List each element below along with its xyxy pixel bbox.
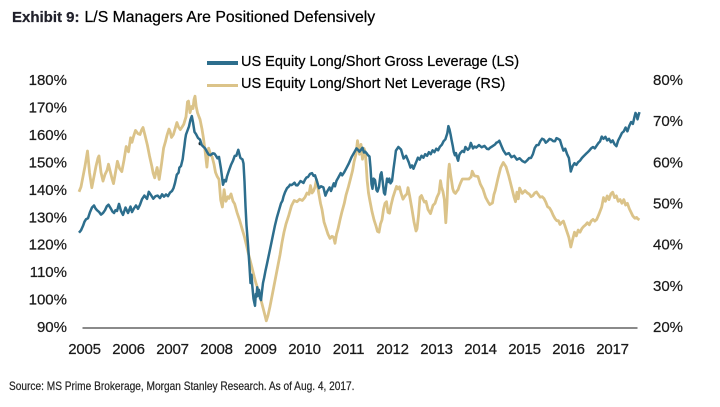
svg-text:2016: 2016 [552,341,585,358]
svg-text:2017: 2017 [596,341,629,358]
svg-text:80%: 80% [653,72,683,89]
svg-text:90%: 90% [37,319,67,336]
svg-text:180%: 180% [29,72,67,89]
svg-text:2015: 2015 [508,341,541,358]
svg-text:20%: 20% [653,319,683,336]
svg-text:2014: 2014 [464,341,497,358]
svg-text:2013: 2013 [420,341,453,358]
svg-text:2010: 2010 [288,341,321,358]
svg-text:130%: 130% [29,209,67,226]
svg-text:160%: 160% [29,127,67,144]
svg-text:2012: 2012 [376,341,409,358]
svg-text:100%: 100% [29,292,67,309]
svg-text:2005: 2005 [68,341,101,358]
svg-text:2007: 2007 [156,341,189,358]
svg-text:60%: 60% [653,154,683,171]
svg-text:170%: 170% [29,99,67,116]
svg-text:140%: 140% [29,182,67,199]
svg-text:2011: 2011 [333,341,364,358]
svg-text:2006: 2006 [112,341,145,358]
svg-text:50%: 50% [653,196,683,213]
svg-text:70%: 70% [653,113,683,130]
svg-text:40%: 40% [653,237,683,254]
svg-text:30%: 30% [653,278,683,295]
svg-text:110%: 110% [30,264,67,281]
svg-text:120%: 120% [29,237,67,254]
svg-text:2009: 2009 [244,341,277,358]
svg-text:2008: 2008 [200,341,233,358]
svg-text:150%: 150% [29,154,67,171]
